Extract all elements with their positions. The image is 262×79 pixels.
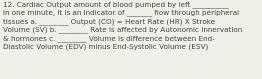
Text: 12. Cardiac Output amount of blood pumped by left __________
in one minute, it i: 12. Cardiac Output amount of blood pumpe… (3, 1, 242, 50)
